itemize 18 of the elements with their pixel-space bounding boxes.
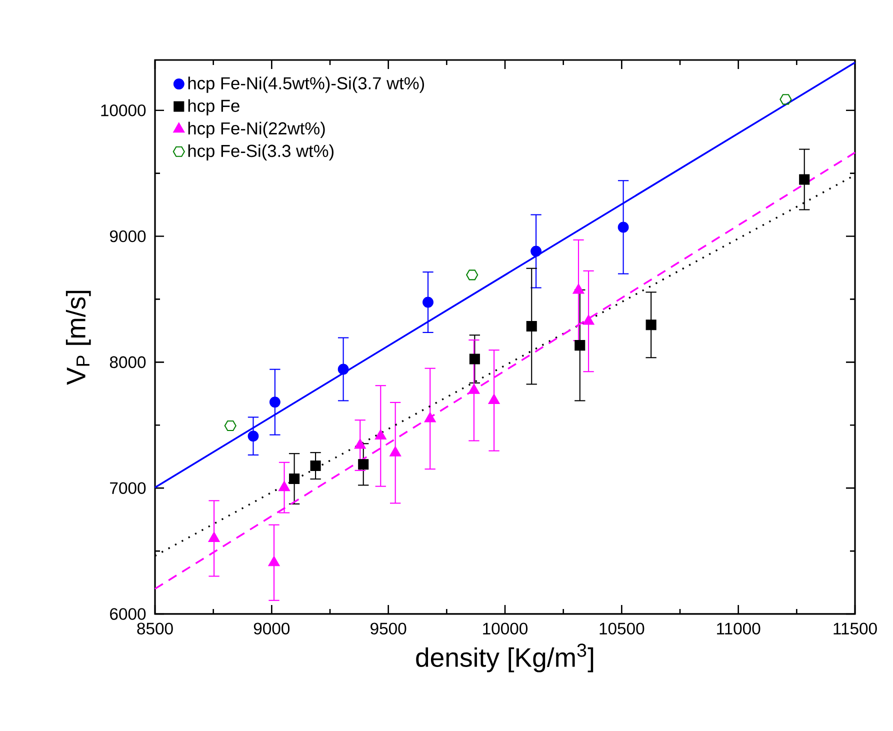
legend-label: hcp Fe xyxy=(188,99,240,116)
x-tick-label: 8500 xyxy=(137,622,173,634)
y-tick-label: 9000 xyxy=(110,230,146,242)
legend-label: hcp Fe-Ni(4.5wt%)-Si(3.7 wt%) xyxy=(188,76,424,93)
x-tick-label: 10000 xyxy=(483,622,528,634)
legend-label: hcp Fe-Si(3.3 wt%) xyxy=(188,144,334,161)
x-tick-label: 11000 xyxy=(717,622,760,634)
x-tick-label: 9500 xyxy=(370,622,406,634)
y-tick-label: 7000 xyxy=(110,482,146,494)
y-tick-label: 8000 xyxy=(110,356,146,368)
x-tick-label: 10500 xyxy=(600,622,644,634)
y-tick-label: 10000 xyxy=(101,104,146,116)
x-axis-title: density [Kg/m$^{3}$] xyxy=(416,644,594,672)
x-tick-label: 9000 xyxy=(254,622,290,634)
y-axis-title: V$_{P}$ [m/s] xyxy=(66,290,91,385)
x-tick-label: 11500 xyxy=(834,622,877,634)
y-tick-label: 6000 xyxy=(110,608,146,620)
legend-label: hcp Fe-Ni(22wt%) xyxy=(188,122,325,138)
